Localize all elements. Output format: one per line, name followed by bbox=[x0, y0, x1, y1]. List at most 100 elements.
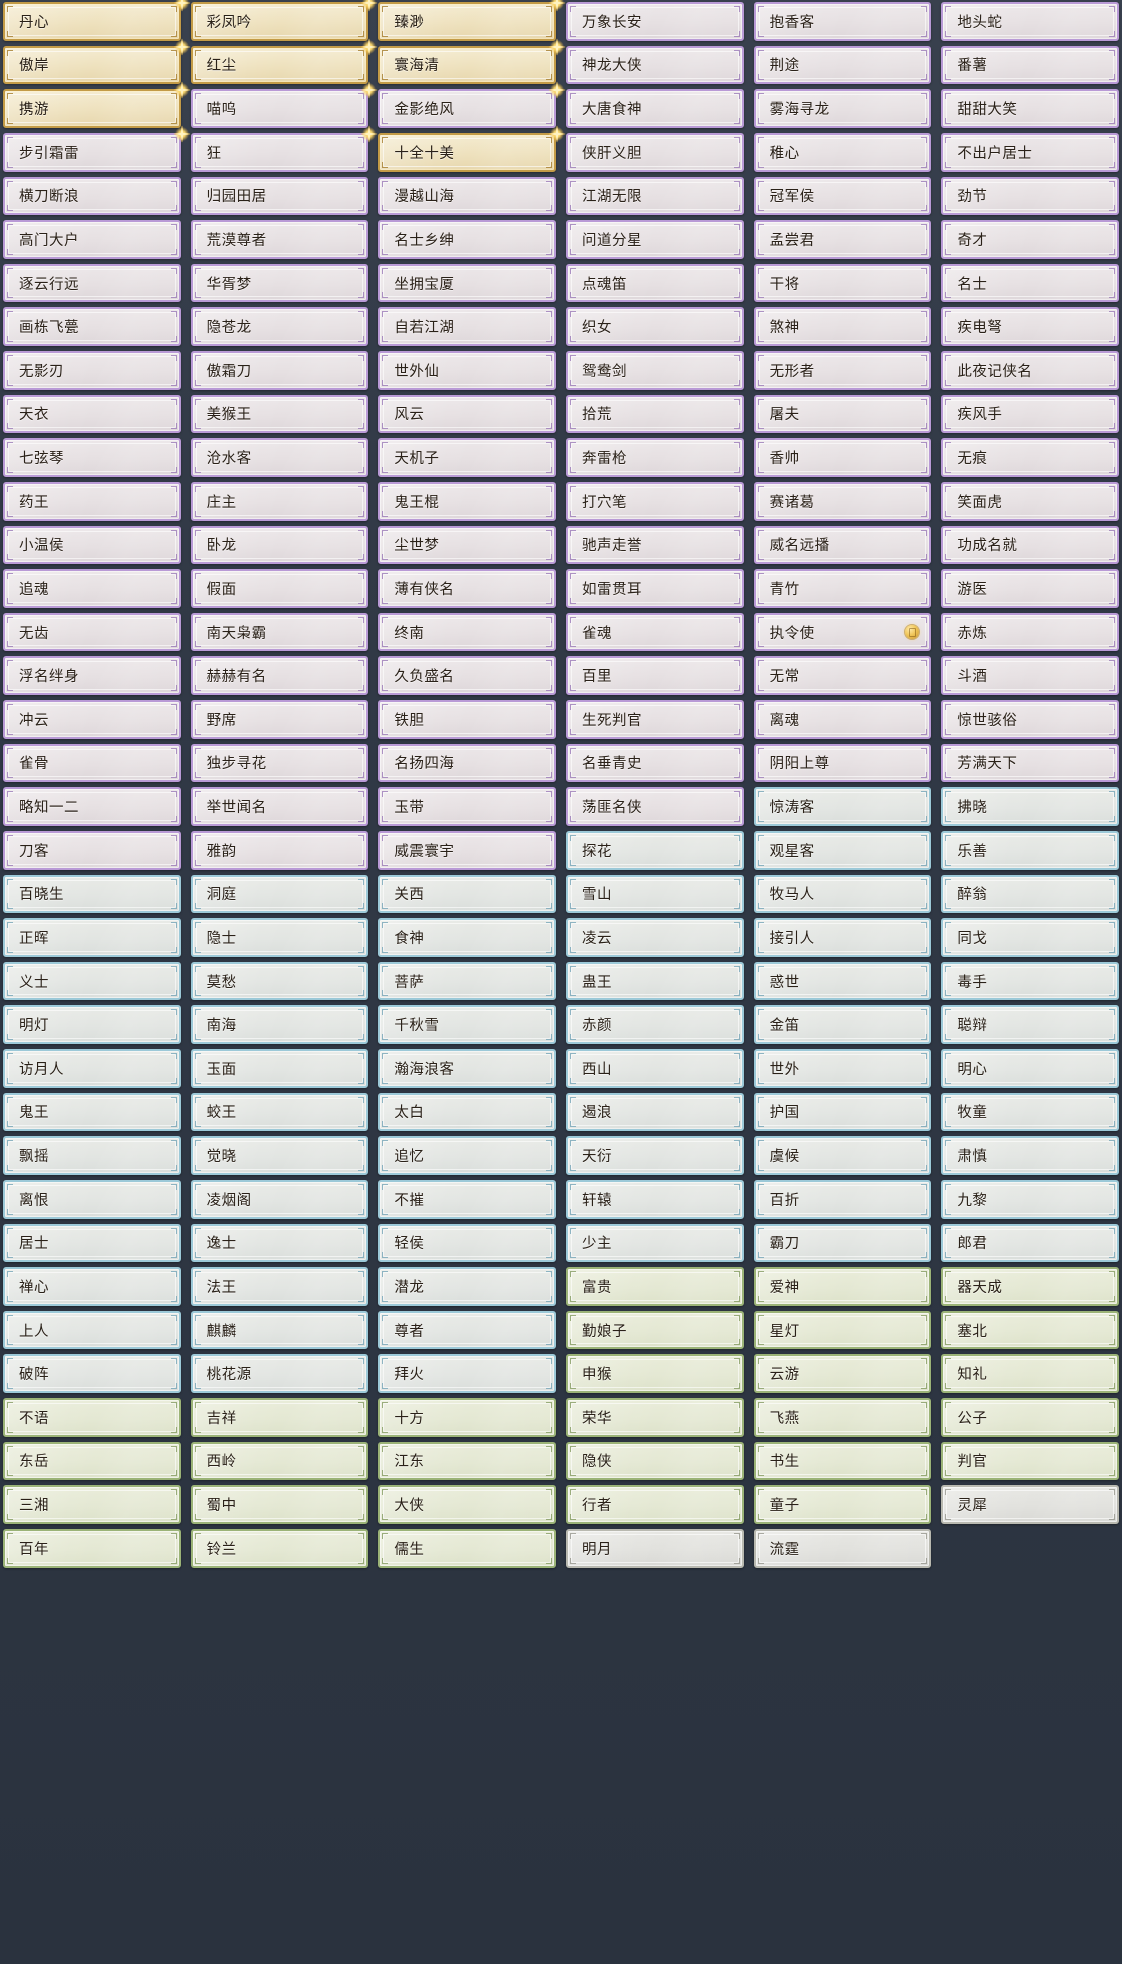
title-card[interactable]: 打穴笔 bbox=[566, 481, 744, 521]
title-card[interactable]: 遏浪 bbox=[566, 1092, 744, 1132]
title-card[interactable]: 十全十美 bbox=[378, 132, 556, 172]
title-card[interactable]: 百里 bbox=[566, 656, 744, 695]
title-card[interactable]: 假面 bbox=[190, 569, 369, 608]
title-card[interactable]: 霸刀 bbox=[753, 1223, 932, 1263]
title-card[interactable]: 无影刃 bbox=[3, 351, 181, 390]
title-card[interactable]: 逐云行远 bbox=[3, 263, 181, 303]
title-card[interactable]: 菩萨 bbox=[378, 961, 556, 1001]
title-card[interactable]: 劲节 bbox=[941, 176, 1119, 216]
title-card[interactable]: 十方 bbox=[378, 1398, 556, 1437]
title-card[interactable]: 尊者 bbox=[378, 1310, 556, 1350]
title-card[interactable]: 雾海寻龙 bbox=[753, 89, 932, 128]
title-card[interactable]: 神龙大侠 bbox=[566, 45, 744, 85]
title-card[interactable]: 药王 bbox=[3, 481, 181, 521]
title-card[interactable]: 肃慎 bbox=[941, 1136, 1119, 1175]
title-card[interactable]: 天衣 bbox=[3, 394, 181, 434]
title-card[interactable]: 蛟王 bbox=[190, 1092, 369, 1132]
title-card[interactable]: 不摧 bbox=[378, 1179, 556, 1219]
title-card[interactable]: 隐侠 bbox=[566, 1441, 744, 1481]
title-card[interactable]: 雪山 bbox=[566, 874, 744, 914]
title-card[interactable]: 凌烟阁 bbox=[190, 1179, 369, 1219]
title-card[interactable]: 追魂 bbox=[3, 569, 181, 608]
title-card[interactable]: 南天枭霸 bbox=[190, 612, 369, 652]
title-card[interactable]: 疾电弩 bbox=[941, 307, 1119, 346]
title-card[interactable]: 惑世 bbox=[753, 961, 932, 1001]
title-card[interactable]: 毒手 bbox=[941, 961, 1119, 1001]
title-card[interactable]: 雀骨 bbox=[3, 743, 181, 783]
title-card[interactable]: 无常 bbox=[753, 656, 932, 695]
title-card[interactable]: 番薯 bbox=[941, 45, 1119, 85]
title-card[interactable]: 傲霜刀 bbox=[190, 351, 369, 390]
title-card[interactable]: 隐苍龙 bbox=[190, 307, 369, 346]
title-card[interactable]: 拾荒 bbox=[566, 394, 744, 434]
title-card[interactable]: 申猴 bbox=[566, 1354, 744, 1393]
title-card[interactable]: 正晖 bbox=[3, 918, 181, 957]
title-card[interactable]: 游医 bbox=[941, 569, 1119, 608]
title-card[interactable]: 丹心 bbox=[3, 2, 181, 41]
title-card[interactable]: 庄主 bbox=[190, 481, 369, 521]
title-card[interactable]: 浮名绊身 bbox=[3, 656, 181, 695]
title-card[interactable]: 疾风手 bbox=[941, 394, 1119, 434]
title-card[interactable]: 七弦琴 bbox=[3, 438, 181, 477]
title-card[interactable]: 百年 bbox=[3, 1528, 181, 1568]
title-card[interactable]: 如雷贯耳 bbox=[566, 569, 744, 608]
title-card[interactable]: 三湘 bbox=[3, 1485, 181, 1524]
title-card[interactable]: 漫越山海 bbox=[378, 176, 556, 216]
title-card[interactable]: 蜀中 bbox=[190, 1485, 369, 1524]
title-card[interactable]: 南海 bbox=[190, 1005, 369, 1044]
title-card[interactable]: 牧马人 bbox=[753, 874, 932, 914]
title-card[interactable]: 行者 bbox=[566, 1485, 744, 1524]
title-card[interactable]: 吉祥 bbox=[190, 1398, 369, 1437]
title-card[interactable]: 大侠 bbox=[378, 1485, 556, 1524]
title-card[interactable]: 明灯 bbox=[3, 1005, 181, 1044]
title-card[interactable]: 云游 bbox=[753, 1354, 932, 1393]
title-card[interactable]: 风云 bbox=[378, 394, 556, 434]
title-card[interactable]: 观星客 bbox=[753, 830, 932, 870]
title-card[interactable]: 万象长安 bbox=[566, 2, 744, 41]
title-card[interactable]: 冲云 bbox=[3, 700, 181, 739]
title-card[interactable]: 离恨 bbox=[3, 1179, 181, 1219]
title-card[interactable]: 华胥梦 bbox=[190, 263, 369, 303]
title-card[interactable]: 薄有侠名 bbox=[378, 569, 556, 608]
title-card[interactable]: 高门大户 bbox=[3, 220, 181, 259]
title-card[interactable]: 轻侯 bbox=[378, 1223, 556, 1263]
title-card[interactable]: 铃兰 bbox=[190, 1528, 369, 1568]
title-card[interactable]: 稚心 bbox=[753, 132, 932, 172]
title-card[interactable]: 护国 bbox=[753, 1092, 932, 1132]
title-card[interactable]: 同戈 bbox=[941, 918, 1119, 957]
title-card[interactable]: 大唐食神 bbox=[566, 89, 744, 128]
title-card[interactable]: 赤炼 bbox=[941, 612, 1119, 652]
title-card[interactable]: 傲岸 bbox=[3, 45, 181, 85]
title-card[interactable]: 天机子 bbox=[378, 438, 556, 477]
title-card[interactable]: 麒麟 bbox=[190, 1310, 369, 1350]
title-card[interactable]: 觉晓 bbox=[190, 1136, 369, 1175]
title-card[interactable]: 上人 bbox=[3, 1310, 181, 1350]
title-card[interactable]: 功成名就 bbox=[941, 525, 1119, 565]
title-card[interactable]: 狂 bbox=[190, 132, 369, 172]
title-card[interactable]: 探花 bbox=[566, 830, 744, 870]
title-card[interactable]: 干将 bbox=[753, 263, 932, 303]
title-card[interactable]: 九黎 bbox=[941, 1179, 1119, 1219]
title-card[interactable]: 自若江湖 bbox=[378, 307, 556, 346]
title-card[interactable]: 鸳鸯剑 bbox=[566, 351, 744, 390]
title-card[interactable]: 点魂笛 bbox=[566, 263, 744, 303]
title-card[interactable]: 无痕 bbox=[941, 438, 1119, 477]
title-card[interactable]: 美猴王 bbox=[190, 394, 369, 434]
title-card[interactable]: 雀魂 bbox=[566, 612, 744, 652]
title-card[interactable]: 明月 bbox=[566, 1528, 744, 1568]
title-card[interactable]: 独步寻花 bbox=[190, 743, 369, 783]
title-card[interactable]: 抱香客 bbox=[753, 2, 932, 41]
title-card[interactable]: 公子 bbox=[941, 1398, 1119, 1437]
title-card[interactable]: 举世闻名 bbox=[190, 787, 369, 826]
title-card[interactable]: 鬼王 bbox=[3, 1092, 181, 1132]
title-card[interactable]: 冠军侯 bbox=[753, 176, 932, 216]
title-card[interactable]: 不语 bbox=[3, 1398, 181, 1437]
title-card[interactable]: 笑面虎 bbox=[941, 481, 1119, 521]
title-card[interactable]: 名士乡绅 bbox=[378, 220, 556, 259]
title-card[interactable]: 驰声走誉 bbox=[566, 525, 744, 565]
title-card[interactable]: 百折 bbox=[753, 1179, 932, 1219]
title-card[interactable]: 名扬四海 bbox=[378, 743, 556, 783]
title-card[interactable]: 轩辕 bbox=[566, 1179, 744, 1219]
title-card[interactable]: 名垂青史 bbox=[566, 743, 744, 783]
title-card[interactable]: 玉带 bbox=[378, 787, 556, 826]
